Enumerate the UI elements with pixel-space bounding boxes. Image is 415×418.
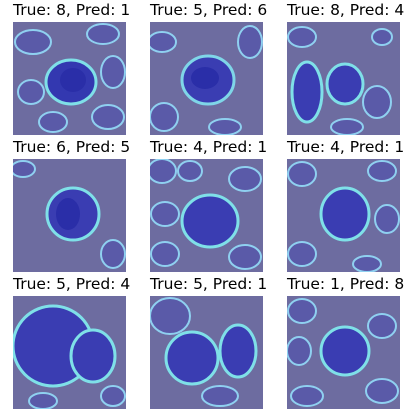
panel-1: True: 8, Pred: 1	[13, 0, 131, 135]
panel-title: True: 6, Pred: 5	[13, 138, 131, 156]
panel-title: True: 8, Pred: 1	[13, 1, 131, 19]
panel-6: True: 4, Pred: 1	[287, 137, 405, 272]
panel-9: True: 1, Pred: 8	[287, 274, 405, 409]
cell-image	[150, 159, 263, 272]
panel-title: True: 4, Pred: 1	[287, 138, 405, 156]
panel-4: True: 6, Pred: 5	[13, 137, 131, 272]
panel-title: True: 5, Pred: 4	[13, 275, 131, 293]
cell-image	[13, 159, 126, 272]
cell-image	[287, 296, 400, 409]
panel-title: True: 4, Pred: 1	[150, 138, 268, 156]
panel-title: True: 5, Pred: 1	[150, 275, 268, 293]
panel-title: True: 8, Pred: 4	[287, 1, 405, 19]
cell-image	[287, 159, 400, 272]
panel-8: True: 5, Pred: 1	[150, 274, 268, 409]
cell-image	[287, 22, 400, 135]
panel-title: True: 1, Pred: 8	[287, 275, 405, 293]
cell-image	[13, 22, 126, 135]
cell-image	[150, 22, 263, 135]
panel-2: True: 5, Pred: 6	[150, 0, 268, 135]
panel-title: True: 5, Pred: 6	[150, 1, 268, 19]
panel-7: True: 5, Pred: 4	[13, 274, 131, 409]
cell-image	[150, 296, 263, 409]
cell-image	[13, 296, 126, 409]
panel-3: True: 8, Pred: 4	[287, 0, 405, 135]
panel-5: True: 4, Pred: 1	[150, 137, 268, 272]
